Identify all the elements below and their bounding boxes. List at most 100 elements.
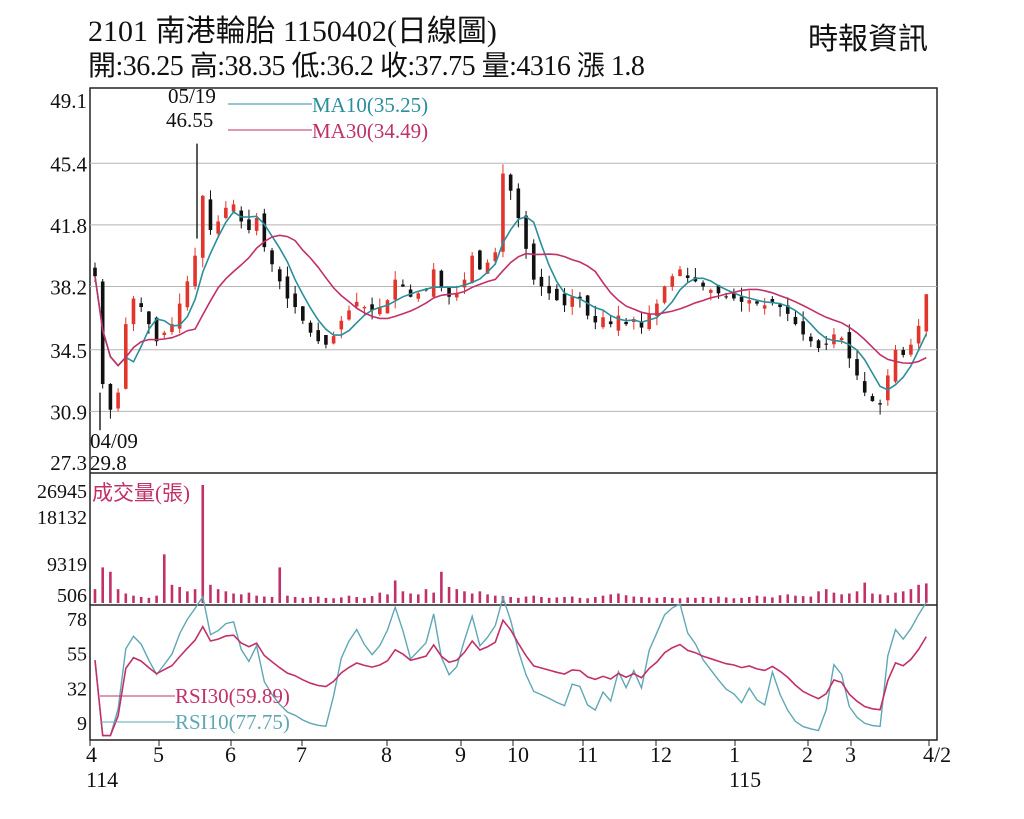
volume-bar	[109, 571, 112, 603]
year-label: 115	[729, 767, 761, 792]
price-tick-label: 41.8	[50, 214, 87, 238]
candle-body	[816, 340, 821, 349]
volume-bar	[724, 597, 728, 603]
volume-bar	[670, 597, 674, 603]
volume-bar	[832, 592, 836, 603]
candle-body	[870, 396, 875, 402]
volume-bar	[239, 594, 243, 603]
volume-bar	[609, 594, 613, 603]
volume-bar	[370, 596, 374, 603]
x-tick-label: 7	[296, 742, 307, 767]
candle-body	[116, 392, 120, 409]
rsi30-legend: RSI30(59.89)	[175, 684, 290, 708]
candle-body	[170, 324, 174, 333]
volume-bar	[255, 595, 258, 603]
volume-bar	[717, 596, 720, 603]
volume-bar	[463, 591, 466, 603]
volume-bar	[871, 593, 874, 603]
volume-bar	[740, 597, 743, 603]
candle-body	[585, 295, 590, 316]
volume-legend: 成交量(張)	[92, 481, 190, 505]
volume-bar	[509, 596, 512, 603]
candle-body	[285, 276, 290, 299]
volume-bar	[162, 554, 166, 603]
volume-bar	[424, 589, 428, 603]
ma30-legend: MA30(34.49)	[312, 119, 428, 143]
volume-bar	[416, 594, 420, 603]
volume-bar	[355, 596, 359, 603]
x-tick-label: 10	[507, 742, 529, 767]
candle-body	[762, 305, 767, 309]
volume-bar	[755, 595, 759, 603]
volume-bar	[101, 567, 104, 603]
candle-body	[347, 310, 351, 320]
volume-bar	[232, 593, 235, 603]
volume-bar	[186, 591, 189, 603]
candle-body	[809, 336, 813, 342]
candle-body	[578, 296, 582, 299]
candle-body	[685, 275, 690, 278]
volume-bar	[840, 594, 843, 603]
price-tick-label: 27.3	[50, 451, 87, 475]
x-tick-label: 3	[845, 742, 856, 767]
candle-body	[208, 199, 213, 231]
candle-body	[331, 336, 336, 344]
candle-body	[547, 285, 551, 294]
candle-body	[862, 381, 867, 393]
candle-body	[524, 215, 528, 249]
volume-bar	[216, 589, 220, 603]
volume-bar	[763, 596, 766, 603]
volume-bar	[440, 571, 443, 603]
candle-body	[539, 276, 544, 287]
volume-bar	[647, 597, 651, 603]
volume-bar	[316, 596, 320, 603]
volume-bar	[817, 591, 820, 603]
rsi-lines	[94, 594, 927, 737]
volume-bar	[386, 594, 389, 603]
candle-body	[531, 243, 536, 280]
volume-bar	[432, 592, 435, 603]
volume-bar	[155, 595, 158, 603]
candle-body	[824, 343, 829, 345]
candle-body	[339, 320, 344, 330]
candle-body	[608, 321, 613, 325]
ohlc-summary: 開:36.25 高:38.35 低:36.2 收:37.75 量:4316 漲 …	[88, 51, 645, 82]
volume-bar	[224, 591, 228, 603]
candle-body	[839, 337, 844, 341]
volume-bar	[563, 596, 566, 603]
volume-bar	[678, 598, 682, 603]
volume-bar	[201, 485, 205, 603]
rsi-tick-label: 32	[67, 678, 87, 700]
x-tick-label: 11	[577, 742, 598, 767]
candle-body	[301, 306, 305, 321]
volume-bar	[547, 597, 551, 603]
price-tick-label: 34.5	[50, 339, 87, 363]
candle-body	[678, 269, 682, 277]
candle-body	[785, 305, 790, 314]
candle-body	[231, 204, 236, 212]
candle-body	[562, 293, 567, 306]
volume-bar	[524, 596, 528, 603]
candle-body	[147, 311, 151, 325]
candle-body	[393, 279, 397, 300]
source-label: 時報資訊	[808, 23, 928, 56]
volume-bar	[178, 586, 181, 603]
candle-body	[724, 296, 728, 298]
volume-bar	[301, 597, 305, 603]
volume-bar	[555, 597, 559, 603]
candle-body	[162, 332, 167, 336]
high-value-annotation: 46.55	[166, 108, 213, 132]
candle-body	[431, 269, 436, 297]
candle-body	[555, 288, 559, 301]
candle-body	[701, 282, 705, 287]
volume-bar	[478, 591, 482, 603]
candle-body	[308, 322, 313, 333]
volume-bar	[116, 589, 120, 603]
x-tick-label: 1	[729, 742, 740, 767]
candle-body	[801, 321, 805, 335]
x-tick-label: 6	[225, 742, 236, 767]
volume-bar	[270, 596, 274, 603]
candle-body	[601, 317, 605, 328]
candle-body	[655, 303, 659, 317]
